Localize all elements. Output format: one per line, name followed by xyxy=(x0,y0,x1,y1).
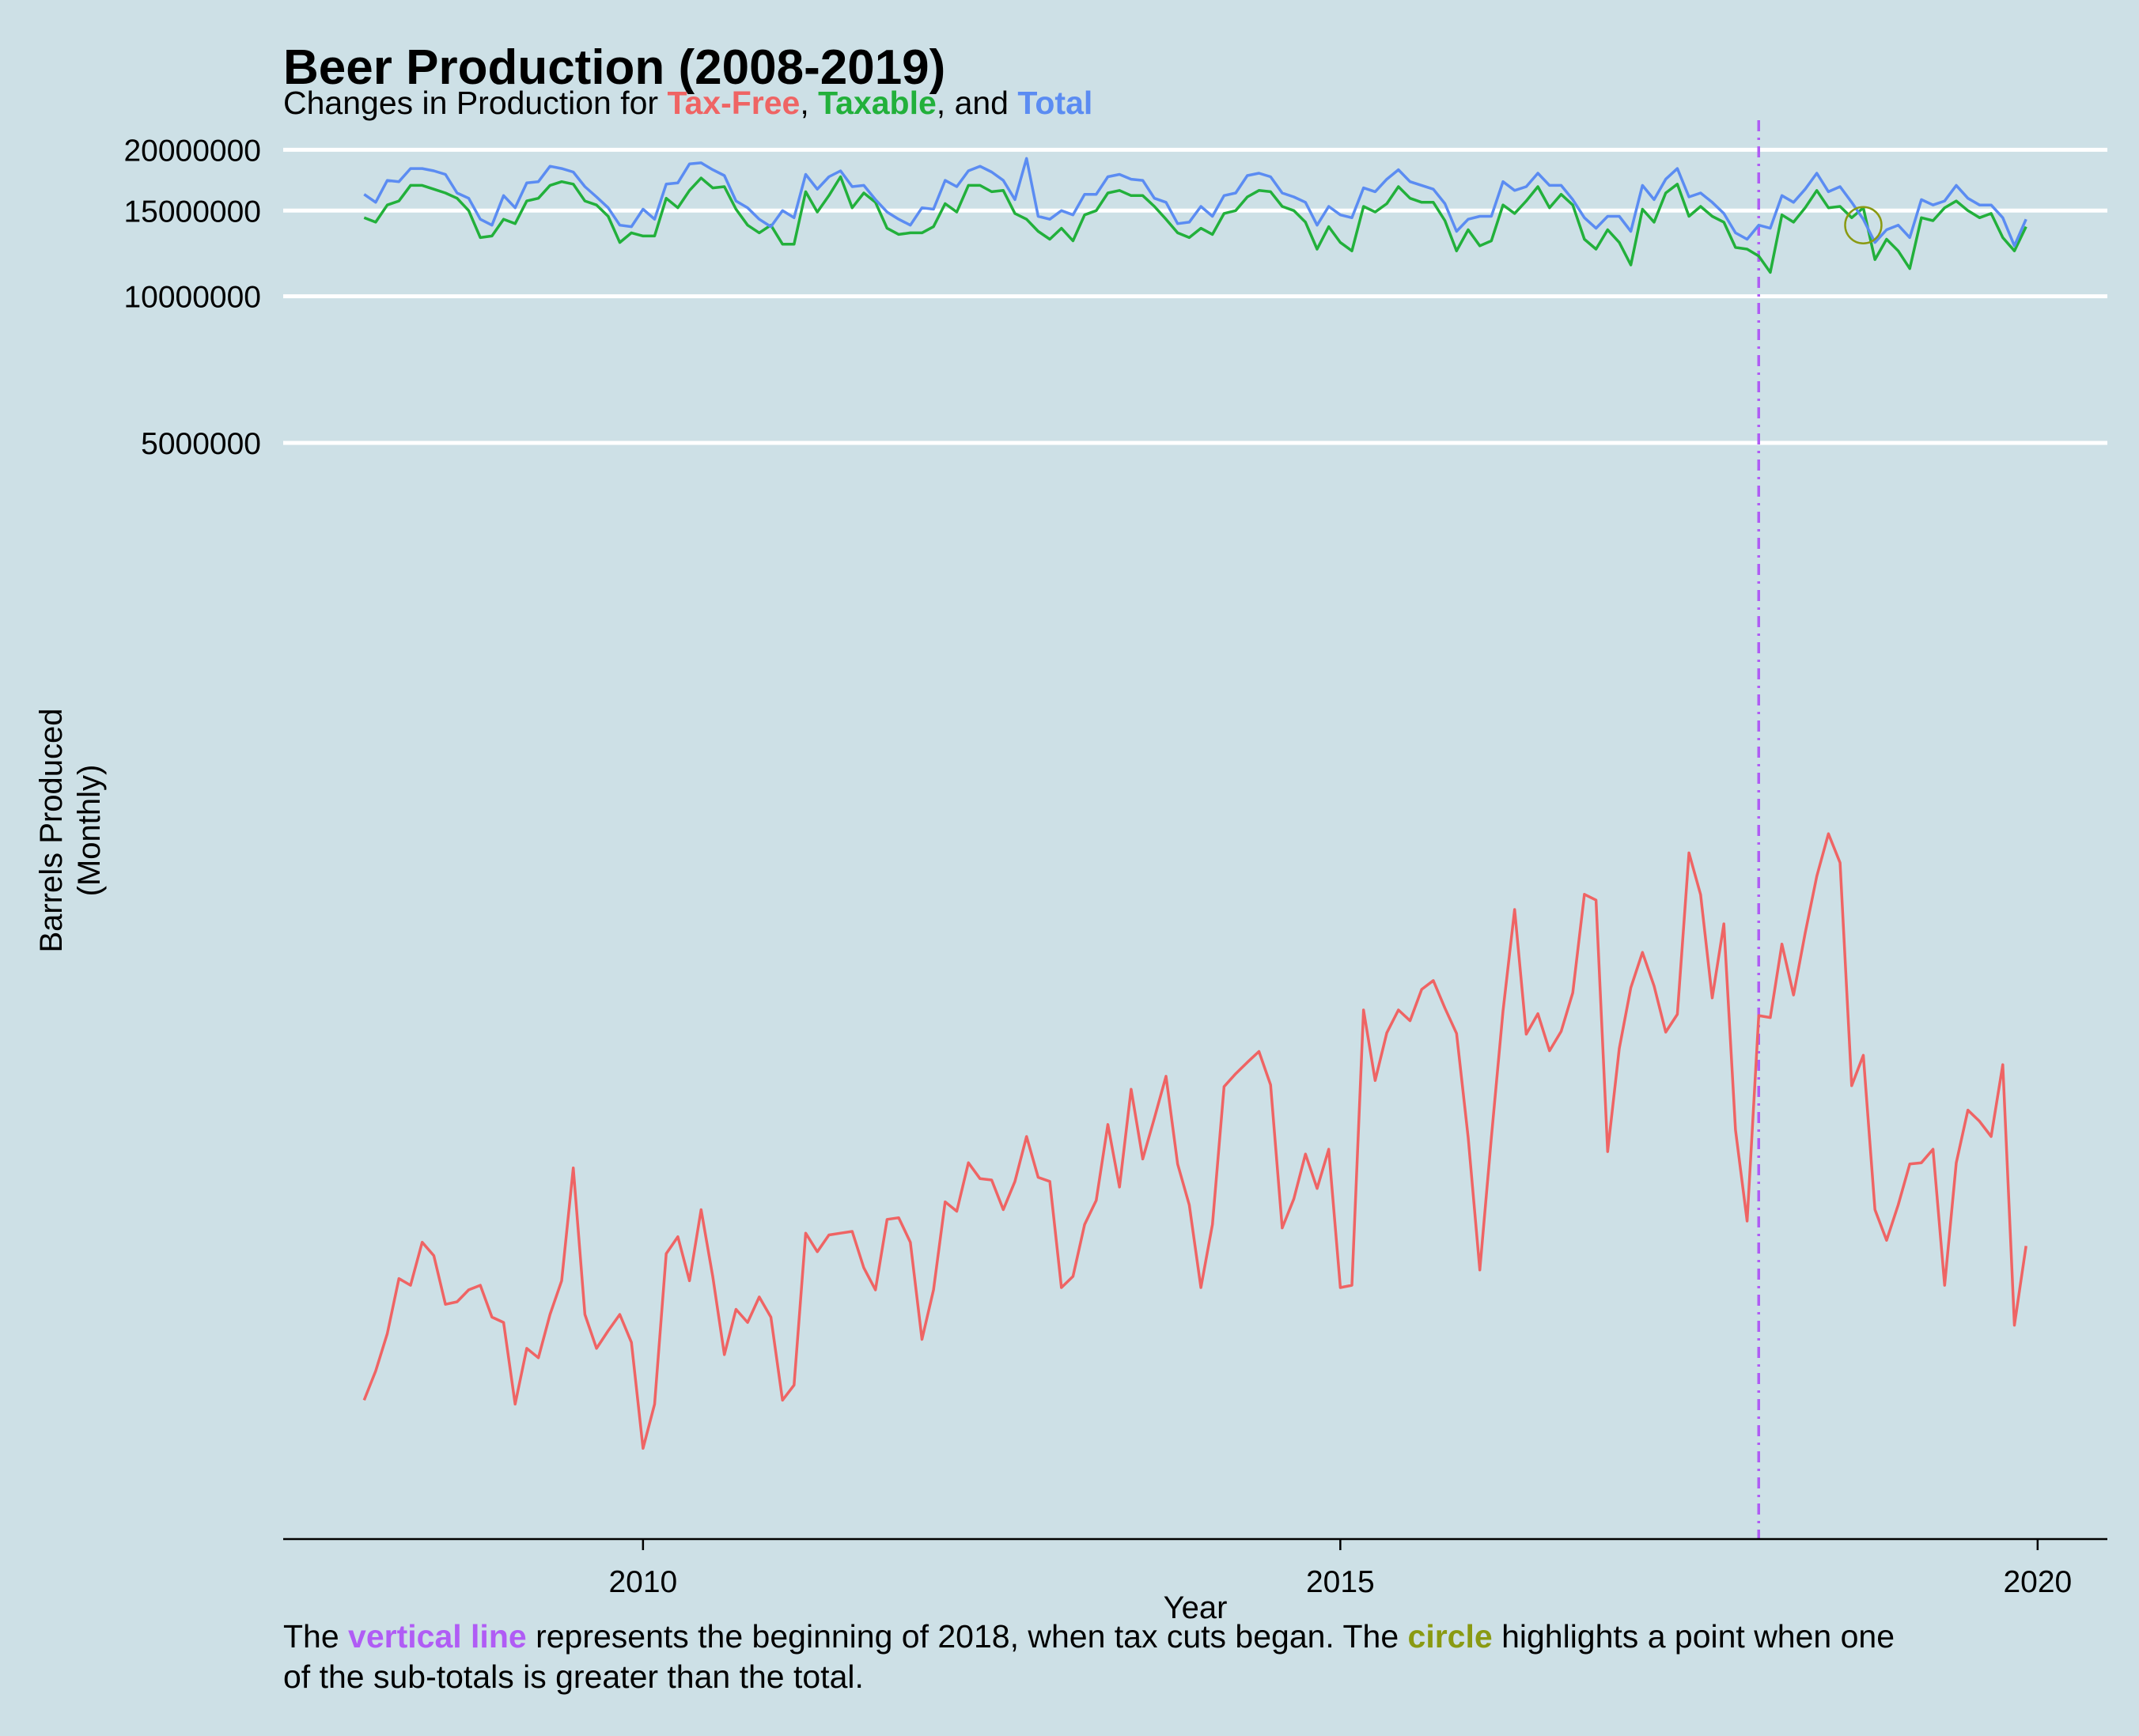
highlight-circle-layer xyxy=(1844,206,1883,244)
chart-subtitle: Changes in Production for Tax-Free, Taxa… xyxy=(283,85,1092,121)
grid-lines xyxy=(283,147,2107,445)
y-axis-title: Barrels Produced (Monthly) xyxy=(34,708,107,952)
highlight-circle xyxy=(1844,206,1883,244)
x-tick-label-1: 2015 xyxy=(1306,1565,1375,1599)
y-tick-label-1: 15000000 xyxy=(123,195,261,229)
legend-tax-free: Tax-Free xyxy=(667,85,800,121)
caption-line-1: The vertical line represents the beginni… xyxy=(283,1618,1895,1655)
legend-taxable: Taxable xyxy=(818,85,937,121)
series-line-tax-free xyxy=(362,832,2027,1450)
y-tick-labels: 20000000 15000000 10000000 5000000 xyxy=(123,134,261,461)
chart-title: Beer Production (2008-2019) xyxy=(283,40,945,95)
series-layer xyxy=(362,157,2027,1450)
x-axis-title: Year xyxy=(1164,1590,1228,1625)
series-line-total xyxy=(363,157,2027,248)
y-tick-label-3: 5000000 xyxy=(141,427,261,461)
y-tick-label-2: 10000000 xyxy=(123,281,261,315)
caption-circle-highlight: circle xyxy=(1408,1618,1493,1655)
caption-line-2: of the sub-totals is greater than the to… xyxy=(283,1658,864,1695)
series-line-taxable xyxy=(363,175,2027,274)
x-tick-label-0: 2010 xyxy=(608,1565,677,1599)
y-tick-label-0: 20000000 xyxy=(123,134,261,168)
caption-vertical-line-highlight: vertical line xyxy=(348,1618,527,1655)
x-tick-marks: 2010 2015 2020 xyxy=(608,1539,2072,1599)
legend-total: Total xyxy=(1017,85,1092,121)
x-tick-label-2: 2020 xyxy=(2003,1565,2072,1599)
